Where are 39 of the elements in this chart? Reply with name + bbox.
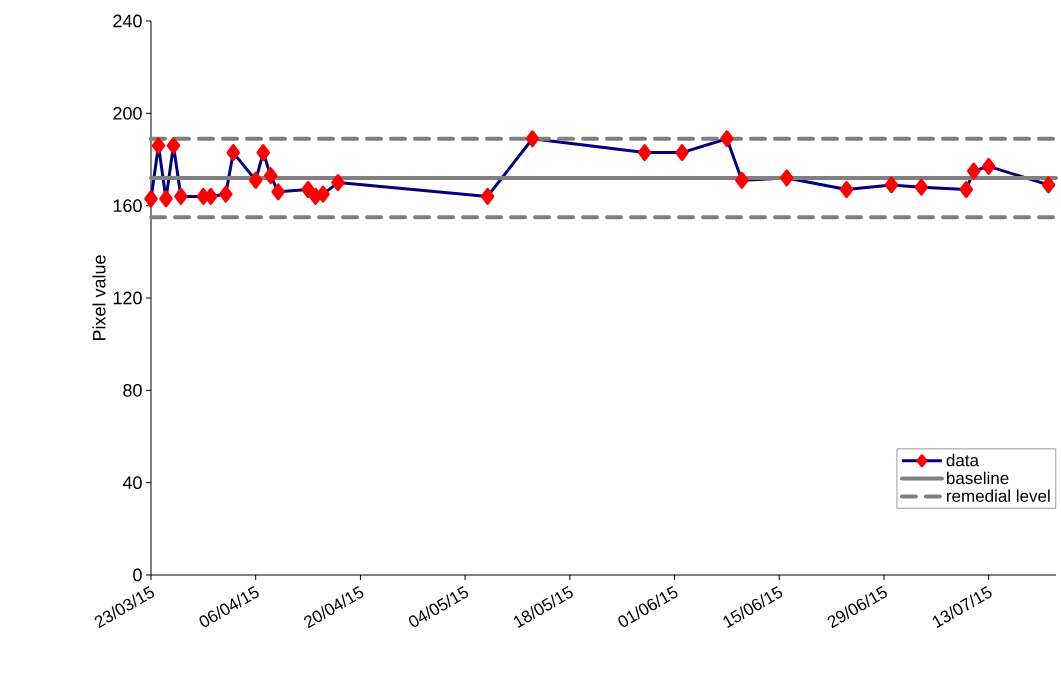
point: [735, 171, 749, 189]
legend-label: remedial level: [947, 489, 1050, 502]
point: [966, 162, 981, 180]
point: [263, 167, 278, 185]
point: [331, 174, 345, 192]
legend-label: data: [946, 453, 979, 467]
point: [981, 157, 996, 175]
point: [256, 144, 270, 162]
point: [271, 183, 285, 201]
point: [480, 187, 495, 205]
point: [151, 137, 166, 155]
point: [914, 178, 929, 196]
point: [159, 190, 173, 208]
point: [174, 187, 188, 205]
point: [779, 169, 794, 187]
point: [248, 171, 263, 189]
point: [316, 185, 330, 203]
point: [226, 144, 241, 162]
point: [1041, 176, 1056, 194]
point: [884, 176, 899, 194]
y-tick-label: 240: [113, 14, 142, 28]
point: [839, 181, 854, 198]
y-tick-label: 80: [123, 383, 142, 397]
y-axis-title: Pixel value: [92, 255, 106, 341]
y-tick-label: 200: [113, 106, 142, 120]
point: [637, 144, 652, 162]
point: [959, 181, 973, 198]
y-tick-label: 0: [133, 568, 142, 582]
point: [219, 185, 233, 203]
y-tick-label: 40: [122, 476, 142, 490]
legend-label: baseline: [947, 471, 1009, 485]
y-tick-label: 160: [113, 199, 142, 213]
point: [166, 137, 181, 155]
y-tick-label: 120: [113, 291, 142, 305]
point: [675, 144, 689, 162]
point: [525, 130, 540, 148]
point: [144, 190, 158, 208]
point: [301, 181, 315, 198]
point: [720, 130, 734, 148]
